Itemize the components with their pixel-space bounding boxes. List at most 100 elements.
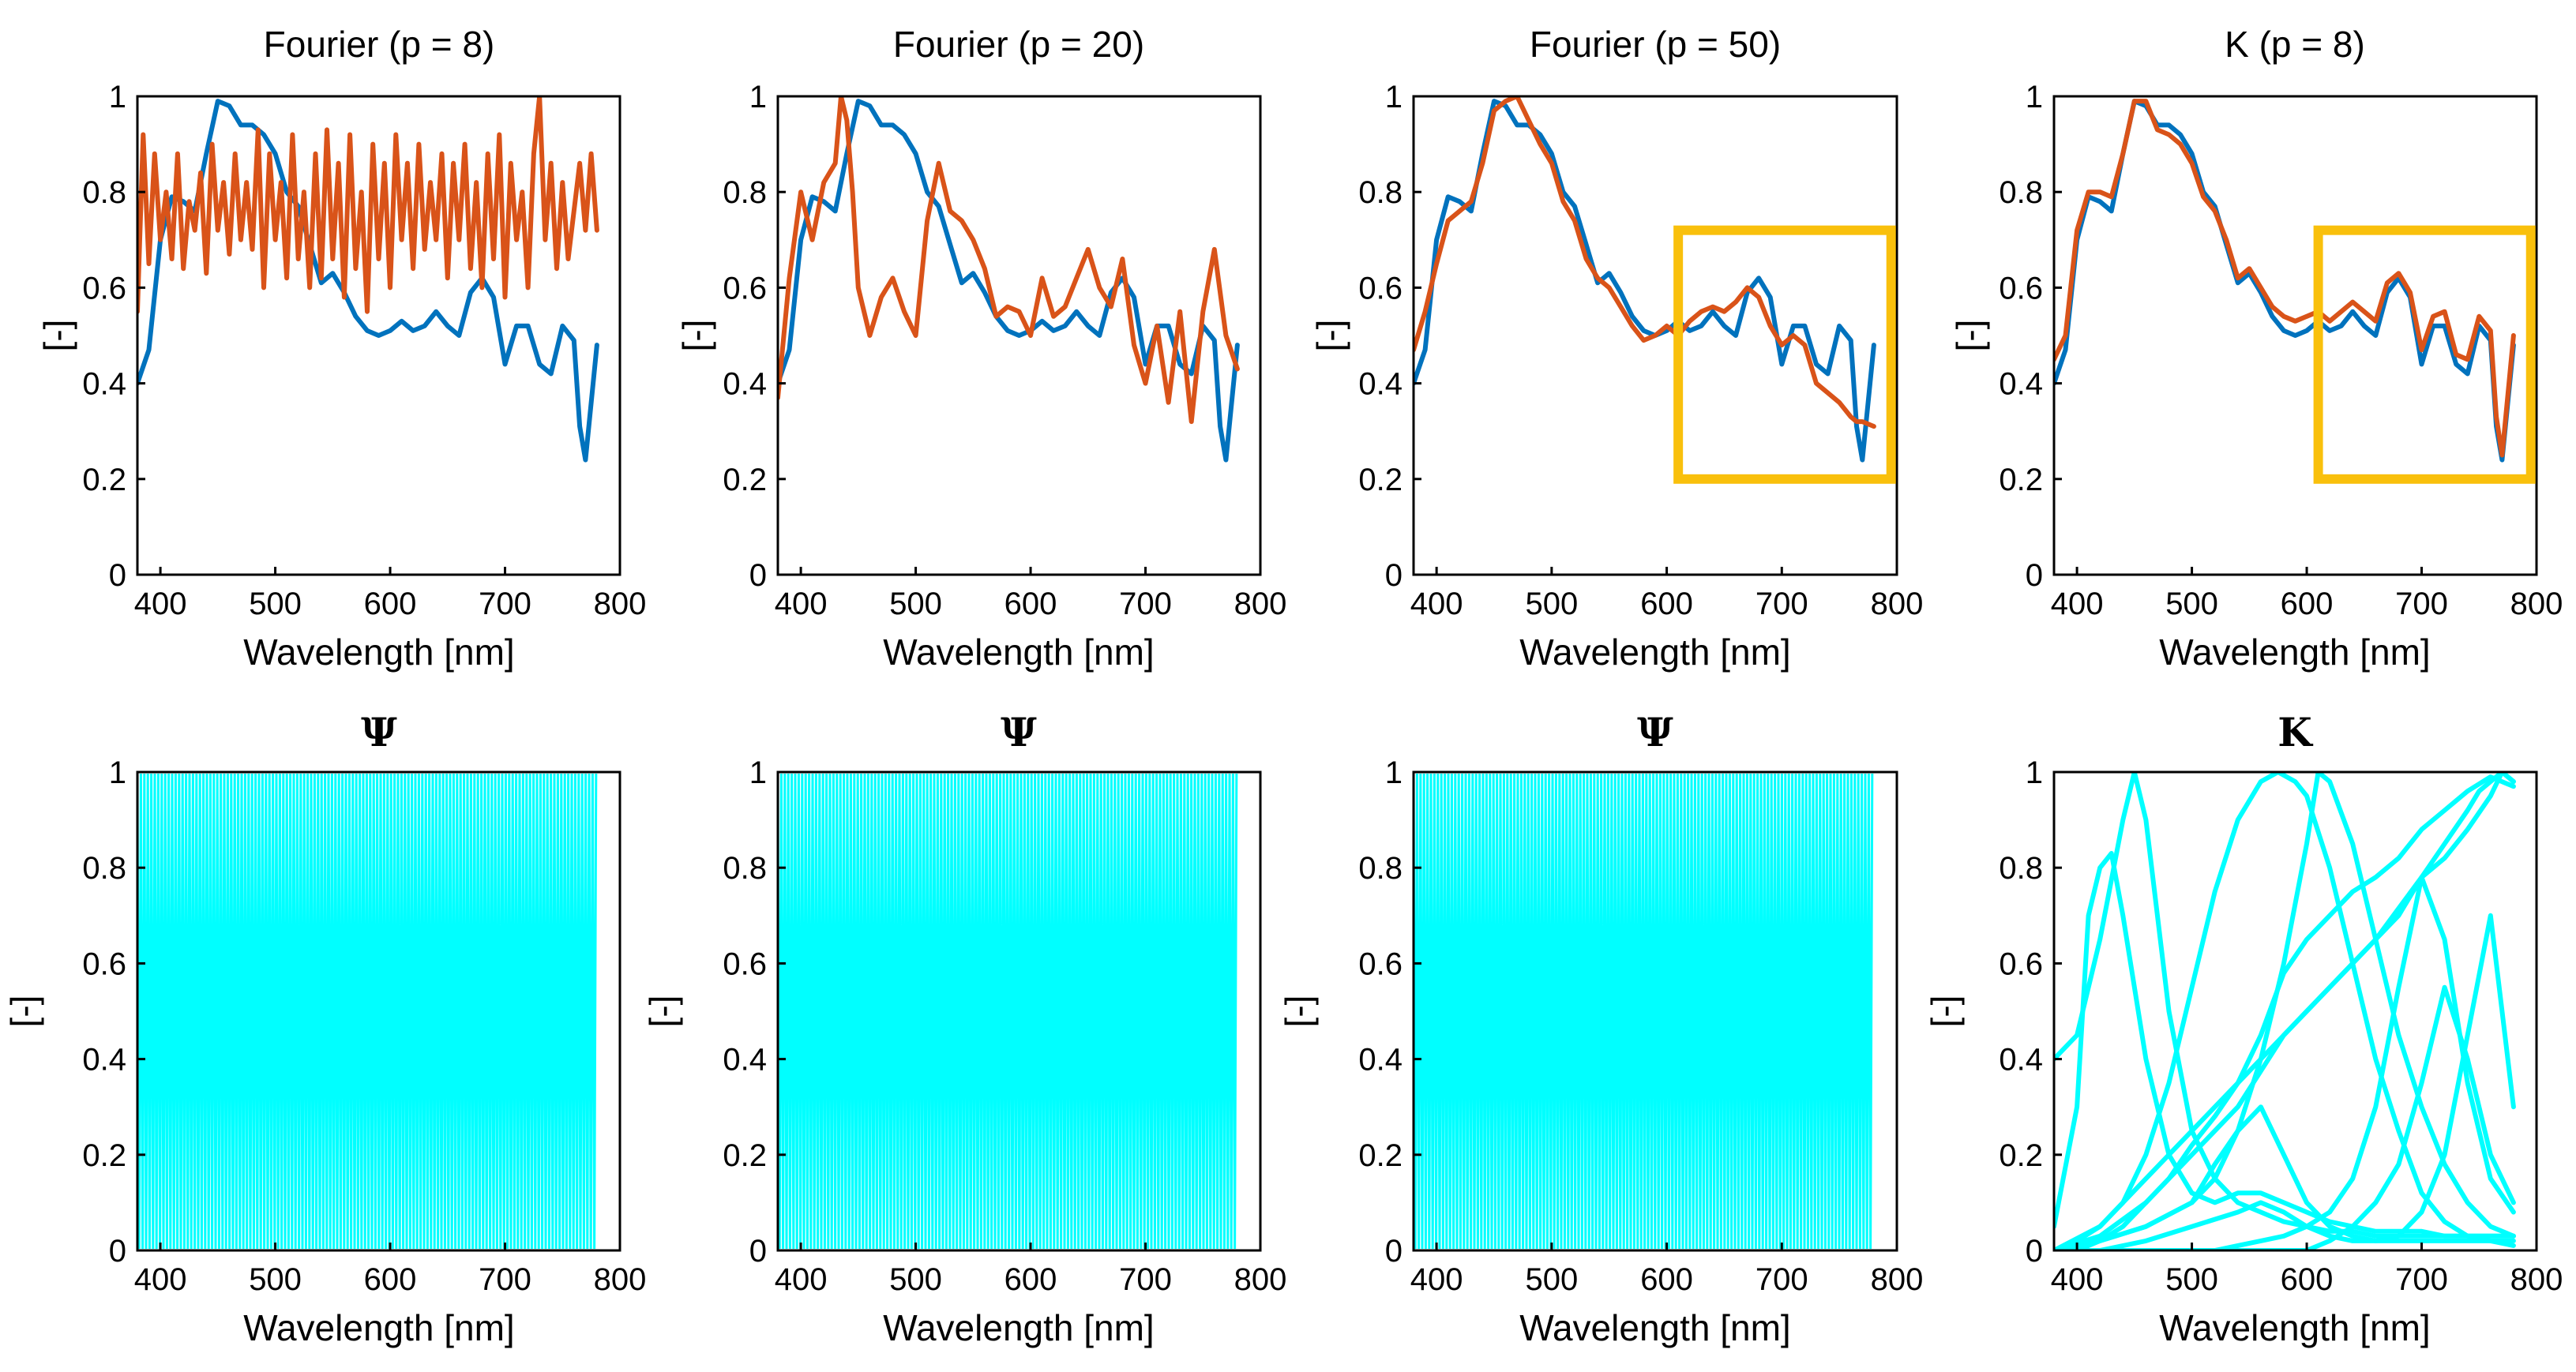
series-line-2: [2054, 851, 2516, 1239]
panel-fourier-p8: Fourier (p = 8) 400 500 600 700 800 0 0.2 0.4 0.…: [36, 24, 646, 673]
panel-k-p8: K (p = 8) 400 500 600 700 80000.20.40.60.81 …: [1949, 24, 2563, 673]
x-axis-label: Wavelength [nm]: [2159, 1307, 2430, 1348]
y-tick-label: 0.2: [1999, 463, 2043, 497]
y-tick-label: 0.2: [1358, 463, 1403, 497]
highlight-box: [2313, 225, 2536, 484]
x-tick-label: 700: [2395, 1262, 2448, 1297]
tick-group: 400 500 600 700 800 0 0.2 0.4 0.6 0.8 1: [82, 80, 646, 621]
series-line-9: [2054, 913, 2516, 1250]
y-tick-label: 0.8: [1999, 851, 2043, 886]
y-axis-label: [-]: [1309, 320, 1350, 352]
y-axis-label: [-]: [1278, 995, 1319, 1028]
x-tick-label: 800: [594, 587, 647, 621]
x-axis-label: Wavelength [nm]: [883, 632, 1154, 673]
x-tick-label: 500: [1525, 1262, 1578, 1297]
y-tick-label: 0.4: [82, 1043, 126, 1078]
basis-function-lines: [137, 773, 598, 1250]
x-tick-label: 400: [2051, 587, 2104, 621]
x-tick-label: 400: [1410, 1262, 1463, 1297]
y-tick-label: 1: [2026, 80, 2043, 114]
y-axis-label: [-]: [36, 320, 77, 352]
y-tick-label: 0.6: [1999, 271, 2043, 306]
x-axis-label: Wavelength [nm]: [1519, 632, 1790, 673]
panel-title: Ψ: [361, 709, 397, 755]
axes-box: [1412, 770, 1898, 1252]
x-tick-label: 500: [1525, 587, 1578, 621]
x-tick-label: 700: [2395, 587, 2448, 621]
tick-group: 400 500 600 700 800 0 0.2 0.4 0.6 0.8 1: [723, 80, 1286, 621]
tick-group: 400 500 600 700 800 0 0.2 0.4 0.6 0.8 1: [1358, 80, 1923, 621]
x-tick-label: 500: [2165, 1262, 2218, 1297]
y-tick-label: 1: [1385, 755, 1403, 790]
series-group: [778, 773, 1238, 1250]
axes-box: [2052, 95, 2538, 576]
y-tick-label: 1: [109, 755, 126, 790]
x-tick-label: 600: [2281, 587, 2334, 621]
y-axis-label: [-]: [1924, 995, 1965, 1028]
x-tick-label: 600: [1004, 587, 1057, 621]
y-axis-label: [-]: [675, 320, 716, 352]
series-line-10: [2054, 984, 2516, 1250]
x-tick-label: 500: [889, 1262, 942, 1297]
y-tick-label: 0.8: [723, 175, 767, 210]
x-tick-label: 400: [1410, 587, 1463, 621]
y-tick-label: 0.4: [1999, 1043, 2043, 1078]
x-tick-label: 400: [134, 587, 187, 621]
x-tick-label: 500: [2165, 587, 2218, 621]
series-group: [1414, 773, 1874, 1250]
y-tick-label: 0: [1385, 558, 1403, 593]
y-tick-label: 0.2: [723, 1138, 767, 1173]
y-tick-label: 0.2: [1999, 1138, 2043, 1173]
panel-title: Fourier (p = 8): [264, 24, 495, 65]
y-tick-label: 0.6: [723, 271, 767, 306]
x-tick-label: 700: [1119, 587, 1172, 621]
y-tick-label: 0.6: [723, 947, 767, 981]
axes-box: [1412, 95, 1898, 576]
x-tick-label: 700: [479, 587, 531, 621]
highlight-group: [2313, 225, 2536, 484]
y-tick-label: 0.6: [82, 271, 126, 306]
axes-box: [136, 770, 621, 1252]
y-tick-label: 1: [2026, 755, 2043, 790]
y-tick-label: 0: [1385, 1234, 1403, 1269]
y-tick-label: 0.6: [1358, 271, 1403, 306]
panel-fourier-p50: Fourier (p = 50) 400 500 600 700 800 0 0.2 0.4 0…: [1309, 24, 1923, 673]
x-tick-label: 500: [249, 587, 302, 621]
x-tick-label: 400: [775, 1262, 828, 1297]
x-tick-label: 400: [134, 1262, 187, 1297]
tick-group: 400 500 600 700 800 0 0.2 0.4 0.6 0.8 1: [1999, 755, 2563, 1297]
y-tick-label: 0.8: [723, 851, 767, 886]
y-axis-label: [-]: [3, 995, 44, 1028]
panel-psi-p20: Ψ 400 500 600 700 800 0 0.2 0.4 0.6 0.8 1 Waveleng…: [642, 709, 1286, 1348]
panel-fourier-p20: Fourier (p = 20) 400 500 600 700 800 0 0.2 0.4 0…: [675, 24, 1286, 673]
basis-function-lines: [1414, 773, 1874, 1250]
y-tick-label: 0.8: [82, 851, 126, 886]
y-tick-label: 1: [749, 80, 767, 114]
series-group: [778, 96, 1240, 463]
x-axis-label: Wavelength [nm]: [243, 1307, 514, 1348]
series-group: [2054, 99, 2516, 463]
y-tick-label: 0: [109, 1234, 126, 1269]
y-axis-label: [-]: [1949, 320, 1990, 352]
x-tick-label: 500: [889, 587, 942, 621]
axes-box: [776, 95, 1262, 576]
y-tick-label: 0.2: [1358, 1138, 1403, 1173]
tick-group: 400 500 600 700 800 0 0.2 0.4 0.6 0.8 1: [723, 755, 1286, 1297]
series-line-5: [2054, 1104, 2516, 1250]
series-group: [137, 96, 599, 463]
x-tick-label: 600: [1640, 1262, 1693, 1297]
y-tick-label: 0: [2026, 558, 2043, 593]
tick-group: 400 500 600 700 800 0 0.2 0.4 0.6 0.8 1: [1999, 80, 2563, 621]
series-line-3: [2054, 772, 2516, 1250]
x-axis-label: Wavelength [nm]: [1519, 1307, 1790, 1348]
x-axis-label: Wavelength [nm]: [243, 632, 514, 673]
y-tick-label: 0.4: [1358, 1043, 1403, 1078]
panel-k-basis: K 400 500 600 700 800 0 0.2 0.4 0.6 0.8 1 Waveleng…: [1924, 709, 2563, 1348]
panel-title: Fourier (p = 20): [893, 24, 1144, 65]
y-tick-label: 0.8: [1358, 851, 1403, 886]
series-group: [1414, 96, 1876, 463]
x-tick-label: 400: [775, 587, 828, 621]
series-line-2: [137, 96, 599, 314]
y-tick-label: 0.8: [82, 175, 126, 210]
